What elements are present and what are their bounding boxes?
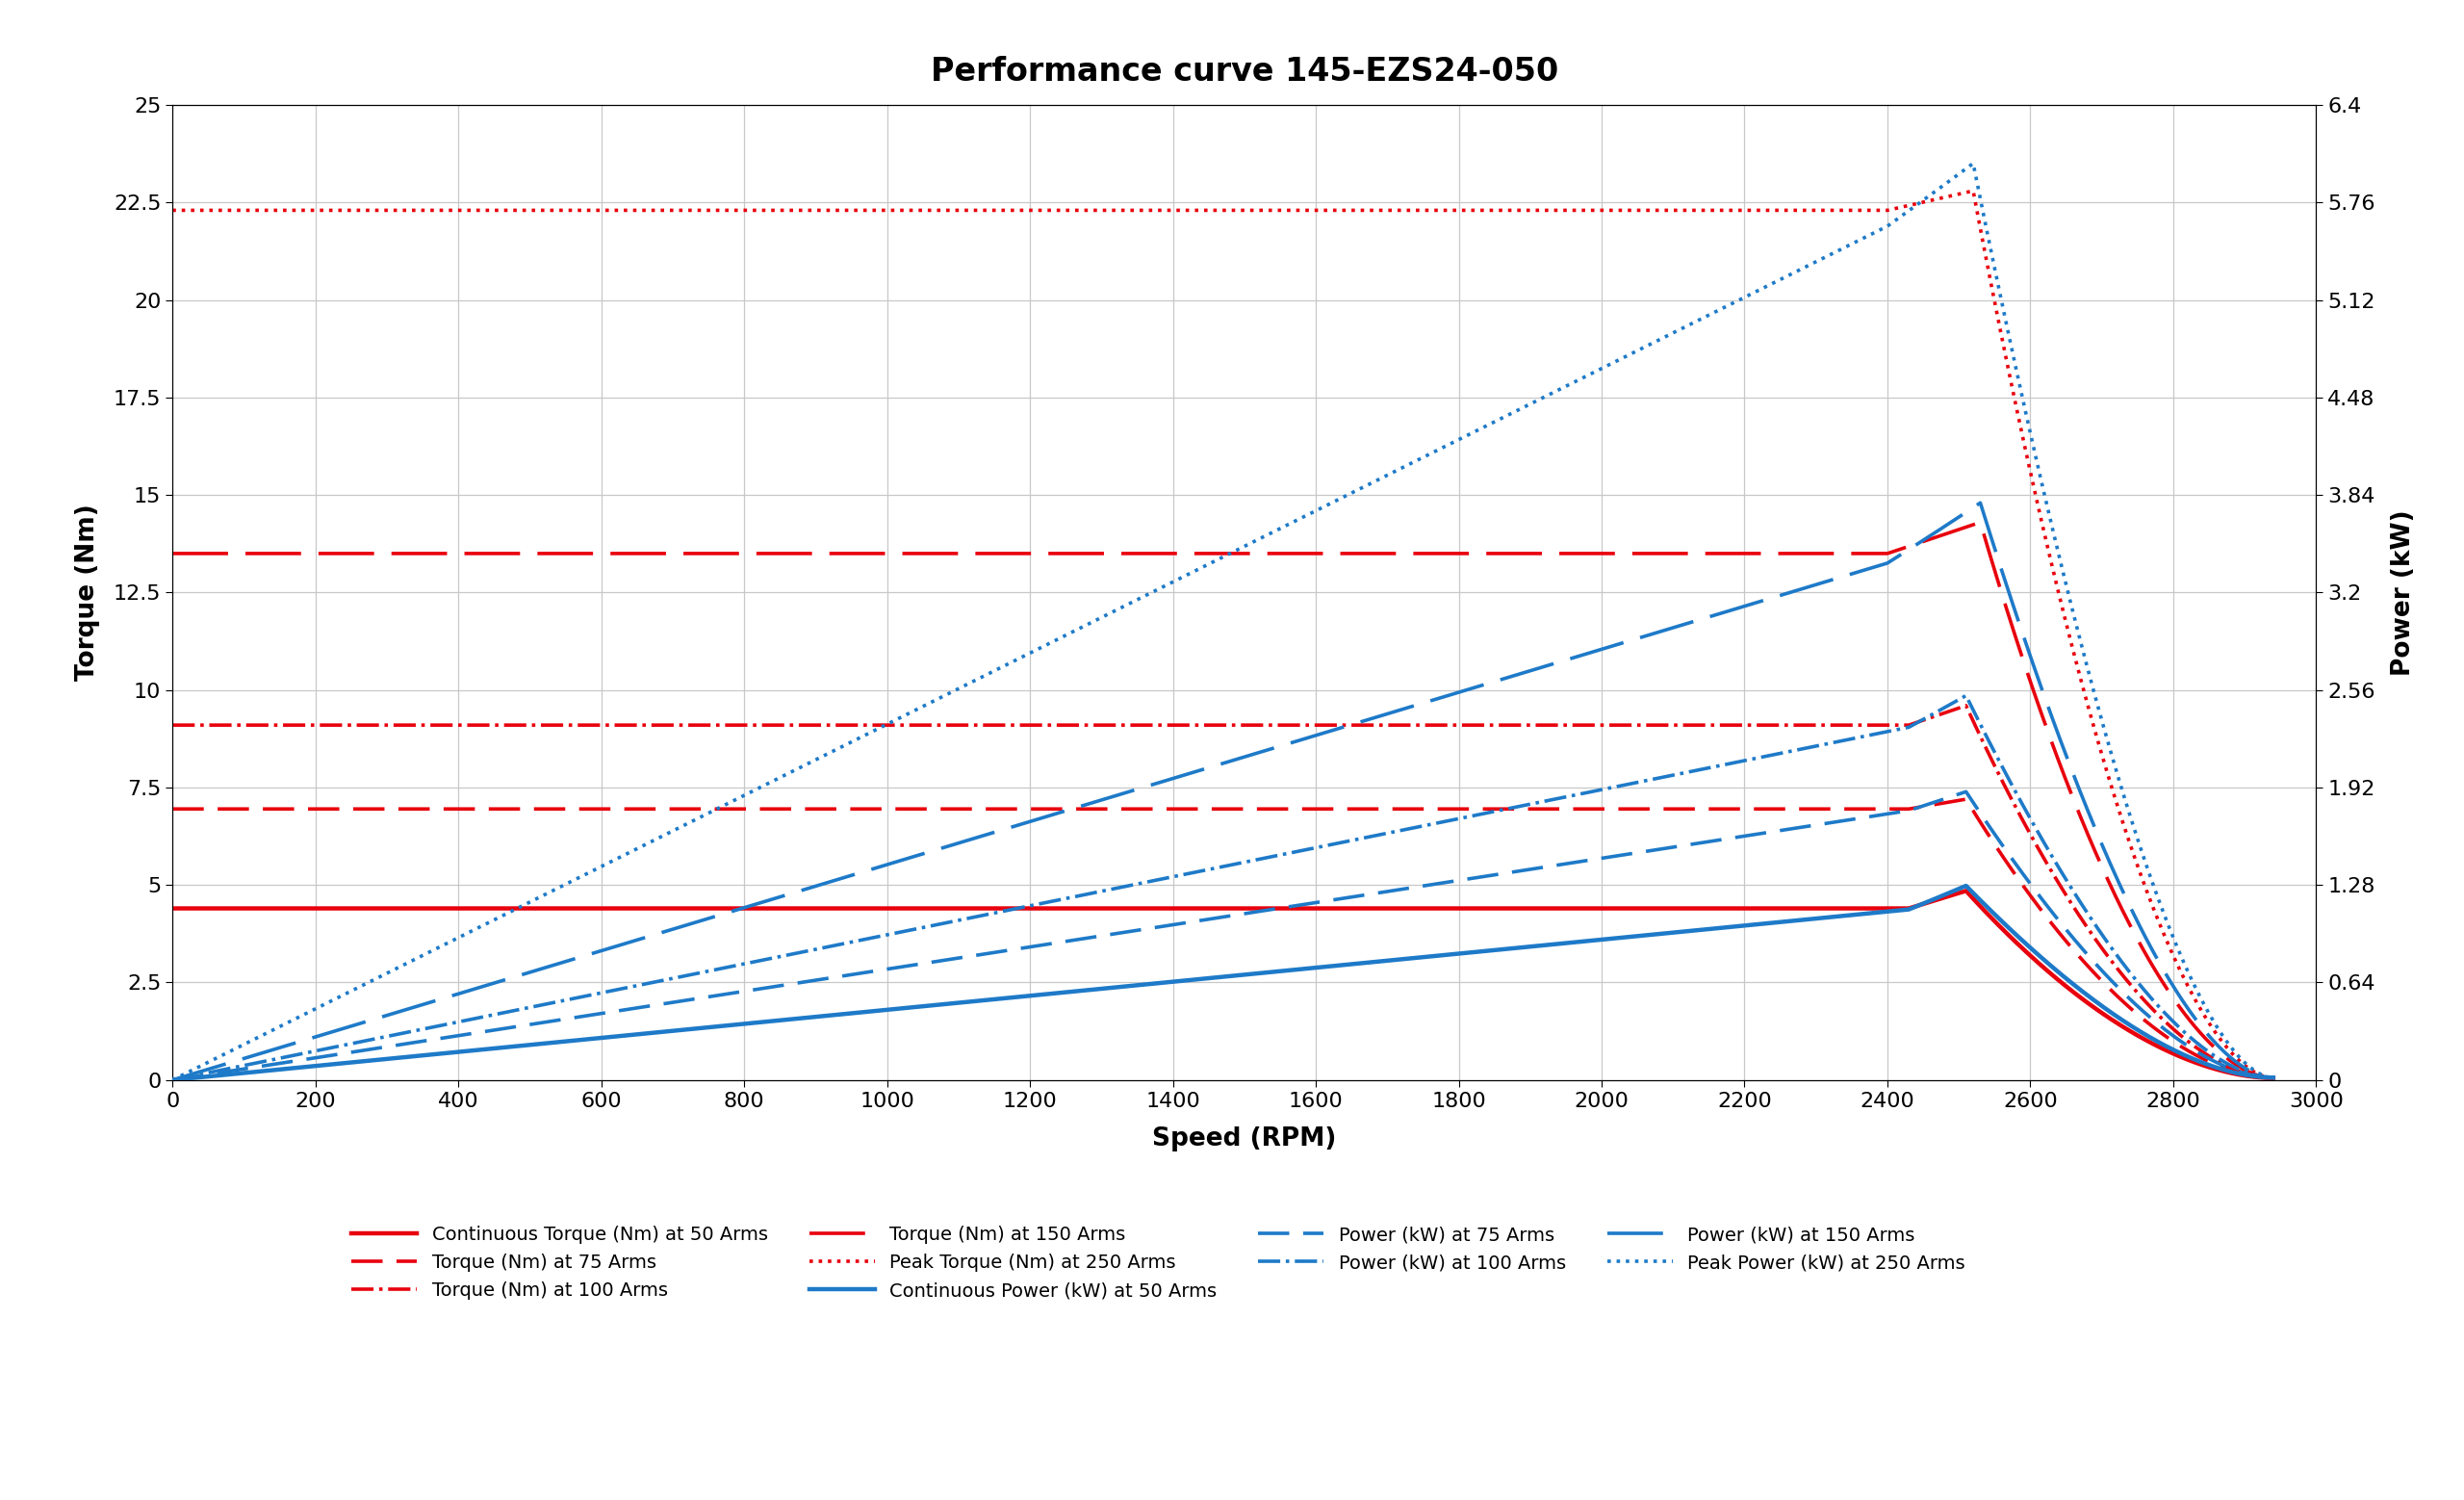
Y-axis label: Torque (Nm): Torque (Nm) — [74, 504, 101, 681]
Title: Performance curve 145-EZS24-050: Performance curve 145-EZS24-050 — [931, 55, 1557, 87]
Legend: Continuous Torque (Nm) at 50 Arms, Torque (Nm) at 75 Arms, Torque (Nm) at 100 Ar: Continuous Torque (Nm) at 50 Arms, Torqu… — [342, 1216, 1974, 1310]
X-axis label: Speed (RPM): Speed (RPM) — [1153, 1126, 1335, 1152]
Y-axis label: Power (kW): Power (kW) — [2390, 510, 2417, 675]
